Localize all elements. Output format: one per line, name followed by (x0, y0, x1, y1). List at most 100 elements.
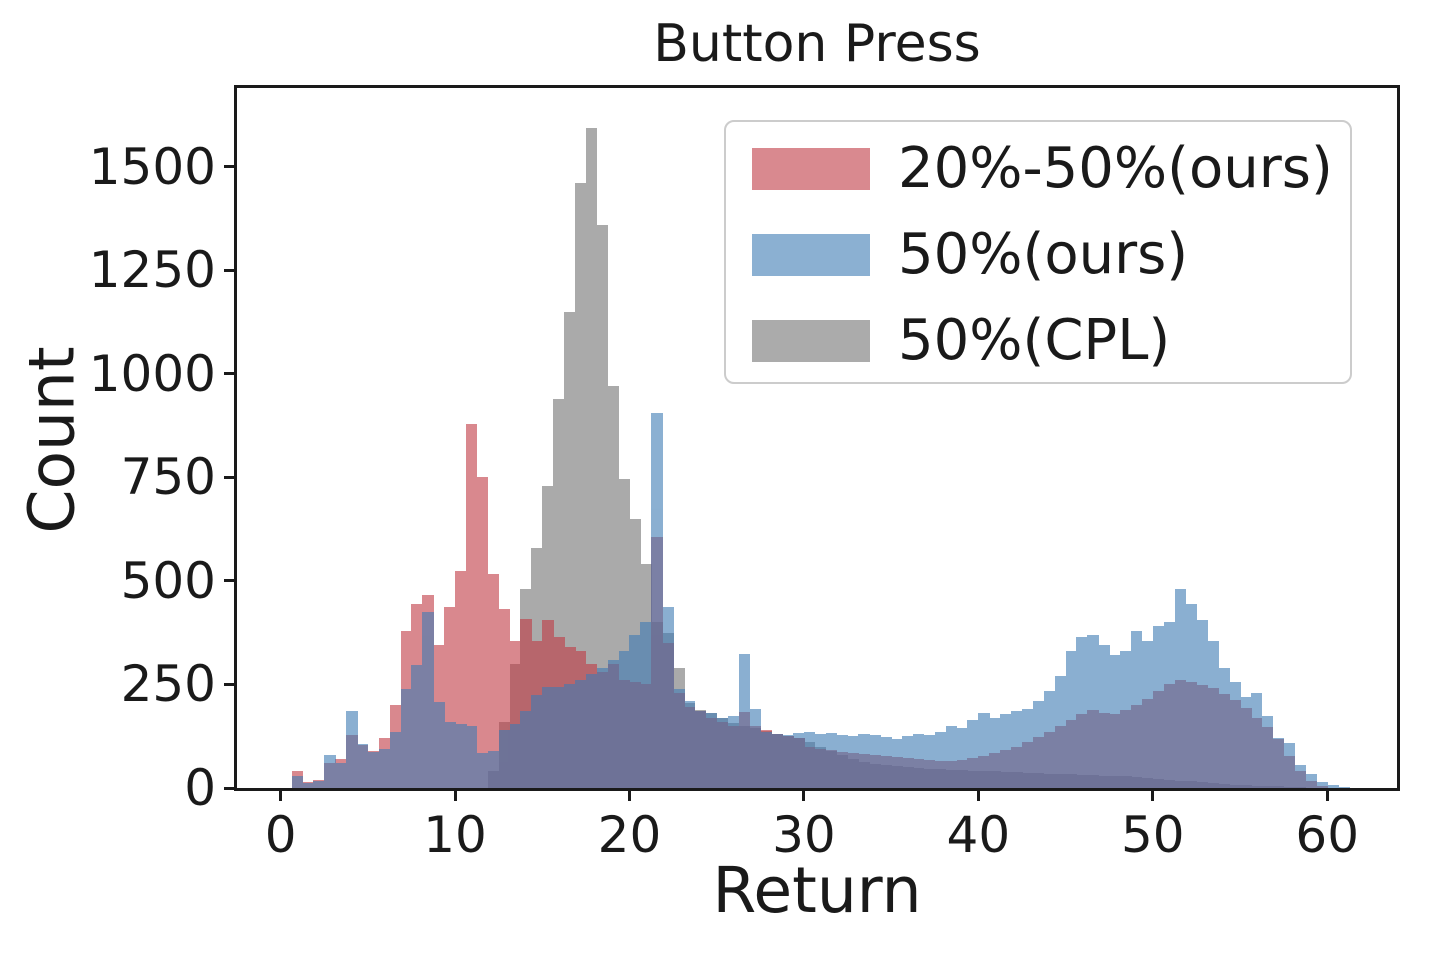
histogram-bar (291, 775, 303, 788)
histogram-bar (782, 734, 794, 788)
x-axis-label: Return (712, 854, 922, 927)
histogram-bar (716, 717, 729, 788)
histogram-bar (1098, 645, 1110, 788)
x-tick-label: 0 (264, 806, 297, 864)
x-tick-mark (802, 788, 806, 801)
histogram-bar (574, 680, 587, 788)
histogram-bar (356, 743, 369, 788)
histogram-bar (422, 612, 434, 788)
histogram-bar (1316, 781, 1328, 788)
histogram-bar (564, 684, 576, 788)
y-tick-mark (224, 579, 237, 583)
histogram-bar (1043, 690, 1056, 788)
y-tick-label: 1000 (88, 344, 216, 403)
histogram-bar (858, 734, 870, 788)
x-tick-label: 60 (1295, 806, 1360, 864)
histogram-bar (400, 689, 413, 788)
histogram-bar (302, 783, 314, 788)
y-tick-label: 1500 (88, 137, 216, 196)
histogram-bar (585, 127, 598, 788)
x-tick-label: 10 (423, 806, 487, 864)
histogram-bar (411, 665, 423, 788)
histogram-bar (465, 725, 478, 788)
histogram-bar (1218, 667, 1230, 788)
y-tick-label: 0 (184, 759, 216, 817)
histogram-bar (771, 734, 783, 788)
histogram-bar (836, 734, 849, 788)
histogram-bar (476, 477, 489, 788)
histogram-bar (618, 479, 631, 788)
histogram-bar (683, 701, 696, 788)
x-tick-mark (279, 788, 283, 801)
y-tick-mark (224, 165, 237, 169)
histogram-bar (1327, 784, 1339, 788)
histogram-bar (1087, 634, 1099, 788)
histogram-bar (1185, 603, 1197, 788)
legend-entry: 50%(CPL) (752, 298, 1350, 384)
histogram-bar (1011, 711, 1023, 788)
histogram-bar (378, 748, 391, 788)
x-tick-mark (1325, 788, 1329, 801)
histogram-bar (455, 570, 467, 788)
histogram-bar (1141, 640, 1154, 788)
histogram-bar (564, 311, 576, 788)
histogram-bar (956, 727, 969, 788)
histogram-bar (945, 725, 958, 788)
histogram-bar (389, 732, 402, 788)
histogram-bar (727, 715, 740, 788)
histogram-bar (1174, 589, 1187, 788)
histogram-bar (705, 713, 718, 788)
histogram-bar (1338, 786, 1350, 788)
histogram-bar (509, 640, 522, 788)
x-tick-mark (627, 788, 631, 801)
y-tick-label: 500 (120, 551, 216, 610)
y-tick-label: 750 (120, 448, 216, 507)
histogram-bar (912, 734, 925, 788)
histogram-bar (640, 622, 652, 788)
histogram-bar (978, 713, 990, 788)
histogram-bar (1272, 738, 1285, 788)
histogram-bar (476, 752, 489, 788)
histogram-bar (1065, 651, 1078, 788)
histogram-bar (967, 719, 979, 788)
histogram-bar (1152, 626, 1165, 788)
x-tick-mark (1151, 788, 1155, 801)
x-tick-mark (976, 788, 980, 801)
histogram-bar (629, 634, 641, 788)
legend: 20%-50%(ours) 50%(ours) 50%(CPL) (724, 120, 1352, 384)
histogram-bar (596, 667, 609, 788)
histogram-bar (1305, 773, 1317, 788)
x-tick-label: 20 (597, 806, 662, 864)
histogram-bar (989, 717, 1001, 788)
histogram-bar (553, 398, 565, 788)
histogram-bar (1130, 630, 1143, 788)
histogram-bar (1250, 692, 1263, 788)
histogram-bar (651, 413, 663, 788)
histogram-bar (923, 734, 936, 788)
y-tick-label: 1250 (88, 241, 216, 300)
histogram-bar (1294, 765, 1307, 788)
histogram-bar (847, 736, 860, 788)
legend-label: 50%(CPL) (898, 308, 1171, 373)
histogram-bar (520, 711, 532, 788)
y-tick-mark (224, 682, 237, 686)
histogram-bar (335, 763, 347, 788)
histogram-bar (760, 732, 772, 788)
histogram-bar (346, 710, 358, 788)
histogram-bar (487, 573, 500, 788)
y-tick-label: 250 (120, 655, 216, 714)
histogram-bar (803, 732, 816, 788)
histogram-bar (1032, 701, 1045, 788)
histogram-layer-50%(ours) (237, 88, 1397, 788)
histogram-bar (455, 723, 467, 788)
histogram-bar (880, 737, 892, 788)
legend-label: 20%-50%(ours) (898, 136, 1333, 201)
y-tick-mark (224, 268, 237, 272)
legend-swatch-gray (752, 320, 870, 362)
histogram-bar (607, 659, 620, 788)
histogram-bar (825, 733, 838, 788)
chart-title: Button Press (653, 14, 981, 74)
histogram-bar (509, 723, 522, 788)
histogram-bar (694, 711, 707, 788)
histogram-bar (1120, 651, 1132, 788)
